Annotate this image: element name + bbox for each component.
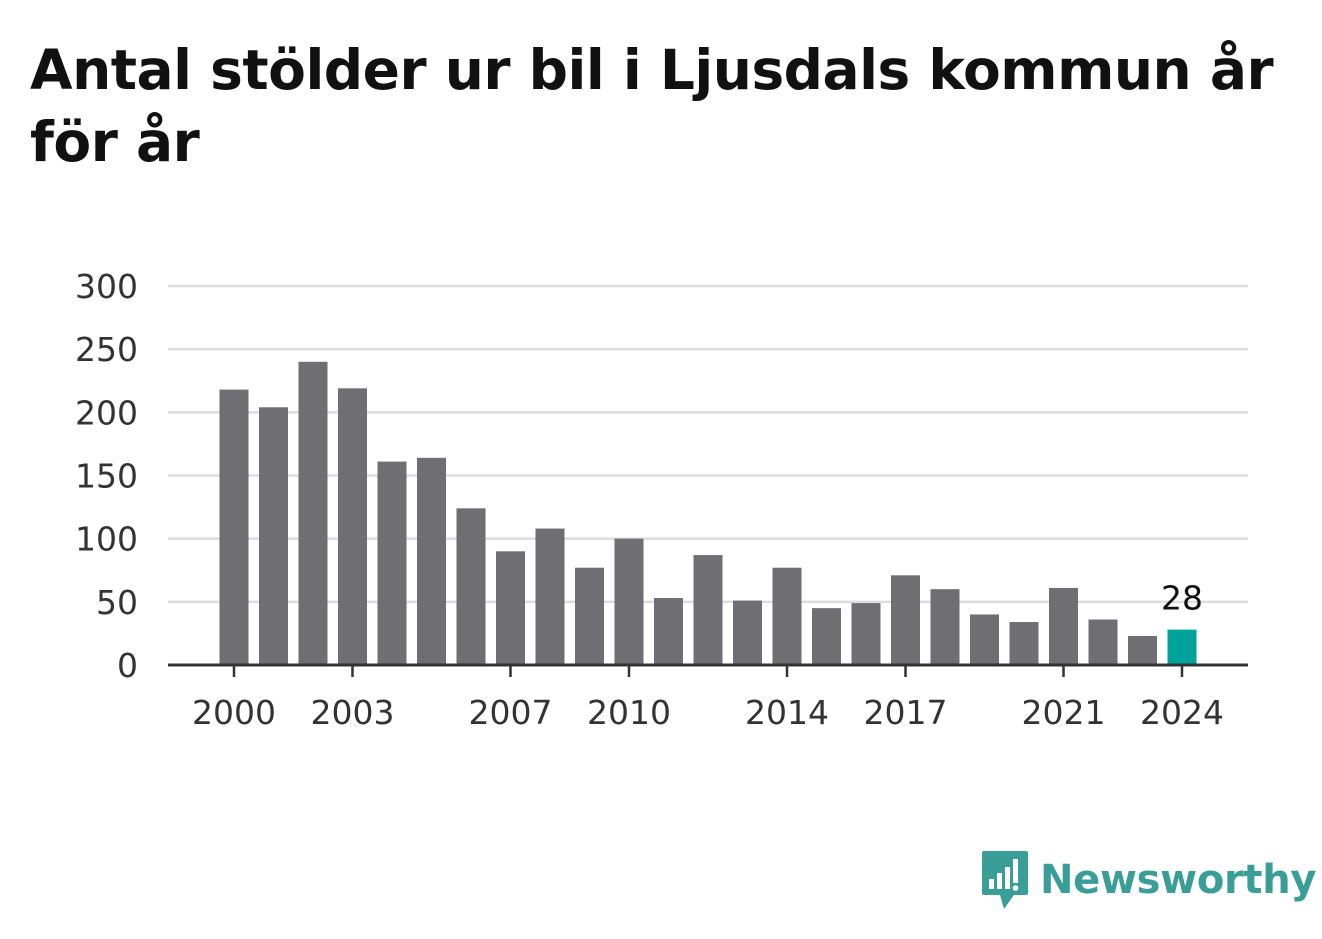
- x-axis-ticks: 2000 2003 2007 2010 2014 2017 2021 2024: [192, 665, 1224, 732]
- y-tick-label: 200: [75, 393, 138, 432]
- bar: [1009, 622, 1039, 665]
- x-tick-label: 2021: [1022, 693, 1106, 732]
- data-label: 28: [1161, 579, 1203, 618]
- bar: [377, 461, 407, 665]
- bar: [259, 407, 288, 665]
- bar: [772, 567, 802, 665]
- bar: [298, 361, 328, 665]
- brand-name: Newsworthy: [1040, 857, 1317, 903]
- bar: [851, 603, 881, 665]
- y-axis-tick-labels: 0 50 100 150 200 250 300: [75, 267, 138, 685]
- bar: [496, 551, 525, 665]
- bar: [219, 389, 249, 665]
- x-tick-label: 2017: [864, 693, 948, 732]
- bar: [654, 598, 683, 665]
- x-tick-label: 2014: [745, 693, 829, 732]
- bar: [338, 388, 367, 665]
- data-labels: 28: [1161, 579, 1203, 618]
- x-tick-label: 2010: [587, 693, 671, 732]
- newsworthy-logo-icon: [982, 851, 1028, 909]
- x-tick-label: 2024: [1140, 693, 1224, 732]
- bar: [1049, 587, 1078, 665]
- y-tick-label: 100: [75, 520, 138, 559]
- bar: [1088, 619, 1118, 665]
- bar: [891, 575, 920, 665]
- y-tick-label: 0: [117, 646, 138, 685]
- bar: [733, 600, 762, 665]
- bar: [575, 567, 604, 665]
- y-tick-label: 150: [75, 457, 138, 496]
- bars: [219, 361, 1197, 665]
- chart-title: Antal stölder ur bil i Ljusdals kommun å…: [30, 38, 1274, 174]
- y-tick-label: 50: [96, 583, 138, 622]
- y-tick-label: 300: [75, 267, 138, 306]
- bar: [535, 528, 565, 665]
- bar: [812, 608, 841, 665]
- brand: Newsworthy: [980, 848, 1317, 912]
- x-tick-label: 2000: [192, 693, 276, 732]
- x-tick-label: 2007: [469, 693, 553, 732]
- bar: [693, 555, 723, 665]
- bar: [456, 508, 486, 665]
- bar: [614, 538, 644, 665]
- bar: [1167, 629, 1197, 665]
- bar: [417, 457, 446, 665]
- grid-lines: [168, 284, 1248, 604]
- bar: [1128, 635, 1157, 665]
- bar: [970, 614, 999, 665]
- bar: [930, 589, 960, 665]
- y-tick-label: 250: [75, 330, 138, 369]
- x-tick-label: 2003: [311, 693, 395, 732]
